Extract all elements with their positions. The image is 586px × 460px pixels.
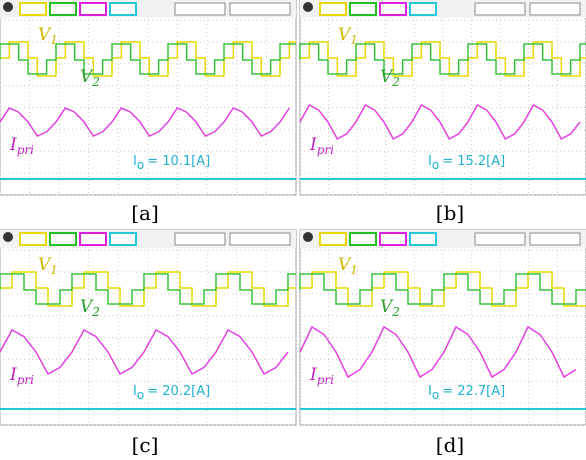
ipri-subscript: pri <box>317 373 334 387</box>
io-subscript: o <box>137 158 144 172</box>
panel-caption: [c] <box>132 433 159 457</box>
panel-caption: [a] <box>131 201 159 225</box>
v1-subscript: 1 <box>350 33 358 47</box>
trigger-box <box>475 3 525 15</box>
channel-box <box>80 3 106 15</box>
history-box <box>230 233 290 245</box>
channel-box <box>80 233 106 245</box>
channel-box <box>410 3 436 15</box>
menu-icon <box>3 2 13 12</box>
v1-subscript: 1 <box>50 33 58 47</box>
menu-icon <box>3 232 13 242</box>
panel-caption: [b] <box>436 201 464 225</box>
ipri-subscript: pri <box>17 143 34 157</box>
channel-box <box>380 3 406 15</box>
v2-subscript: 2 <box>391 75 400 89</box>
menu-icon <box>303 2 313 12</box>
history-box <box>530 233 580 245</box>
channel-box <box>320 233 346 245</box>
channel-box <box>50 233 76 245</box>
figure: V1V2IpriIo= 10.1[A] [a] V1V2IpriIo= 15.2[A… <box>0 0 586 460</box>
channel-box <box>20 233 46 245</box>
io-subscript: o <box>137 388 144 402</box>
v2-subscript: 2 <box>91 75 100 89</box>
channel-box <box>110 3 136 15</box>
history-box <box>230 3 290 15</box>
panel-caption: [d] <box>436 433 464 457</box>
channel-box <box>110 233 136 245</box>
v1-subscript: 1 <box>50 263 58 277</box>
channel-box <box>20 3 46 15</box>
channel-box <box>320 3 346 15</box>
channel-box <box>350 233 376 245</box>
ipri-subscript: pri <box>317 143 334 157</box>
ipri-subscript: pri <box>17 373 34 387</box>
v1-subscript: 1 <box>350 263 358 277</box>
io-value: = 15.2[A] <box>442 154 505 169</box>
history-box <box>530 3 580 15</box>
menu-icon <box>303 232 313 242</box>
v2-subscript: 2 <box>91 305 100 319</box>
trigger-box <box>175 233 225 245</box>
io-value: = 20.2[A] <box>147 384 210 399</box>
trigger-box <box>175 3 225 15</box>
channel-box <box>410 233 436 245</box>
io-value: = 10.1[A] <box>147 154 210 169</box>
v2-subscript: 2 <box>391 305 400 319</box>
channel-box <box>350 3 376 15</box>
trigger-box <box>475 233 525 245</box>
channel-box <box>380 233 406 245</box>
io-value: = 22.7[A] <box>442 384 505 399</box>
channel-box <box>50 3 76 15</box>
io-subscript: o <box>432 388 439 402</box>
io-subscript: o <box>432 158 439 172</box>
